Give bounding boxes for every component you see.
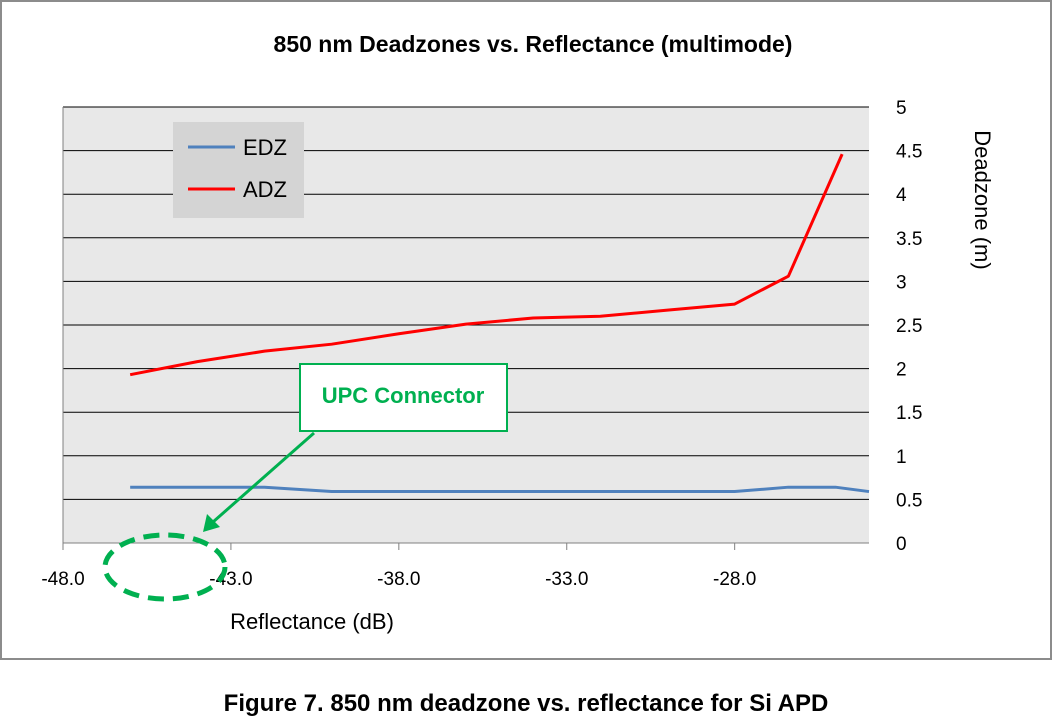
annotation-ellipse (102, 532, 228, 602)
legend-box (173, 122, 304, 218)
annotation-arrow-head (203, 514, 220, 532)
chart-svg: 0 0.5 1 1.5 2 2.5 3 3.5 4 4.5 5 -48.0 -43.0 -38.0 -33.… (41, 31, 995, 634)
legend: EDZ ADZ (188, 135, 287, 202)
x-tick-label: -33.0 (545, 569, 588, 590)
x-axis-label: Reflectance (dB) (230, 609, 394, 634)
annotation-label: UPC Connector (322, 383, 485, 408)
x-tick-label: -48.0 (41, 569, 84, 590)
x-tick-label: -38.0 (377, 569, 420, 590)
y-tick-label: 1.5 (896, 403, 922, 424)
chart-title: 850 nm Deadzones vs. Reflectance (multim… (274, 31, 793, 57)
y-tick-label: 5 (896, 98, 907, 119)
annotation-box (299, 363, 508, 432)
x-tick-label: -43.0 (209, 569, 252, 590)
y-tick-label: 4 (896, 185, 907, 206)
legend-label-edz: EDZ (243, 135, 287, 160)
annotation-arrow-line (212, 431, 315, 524)
axes (62, 107, 869, 550)
y-tick-label: 3.5 (896, 229, 922, 250)
y-tick-label: 0.5 (896, 490, 922, 511)
legend-label-adz: ADZ (243, 177, 287, 202)
y-tick-label: 2.5 (896, 316, 922, 337)
figure-caption: Figure 7. 850 nm deadzone vs. reflectanc… (223, 690, 829, 717)
x-tick-label: -28.0 (713, 569, 756, 590)
tick-labels: 0 0.5 1 1.5 2 2.5 3 3.5 4 4.5 5 -48.0 -43.0 -38.0 -33.… (41, 98, 922, 590)
series-line-edz (130, 485, 870, 494)
y-tick-label: 4.5 (896, 142, 922, 163)
series-line-adz (129, 153, 844, 377)
y-tick-label: 2 (896, 360, 907, 381)
y-tick-label: 3 (896, 272, 907, 293)
series-layer (129, 153, 870, 494)
y-tick-label: 0 (896, 534, 907, 555)
y-axis-label: Deadzone (m) (970, 130, 995, 269)
y-tick-label: 1 (896, 447, 907, 468)
